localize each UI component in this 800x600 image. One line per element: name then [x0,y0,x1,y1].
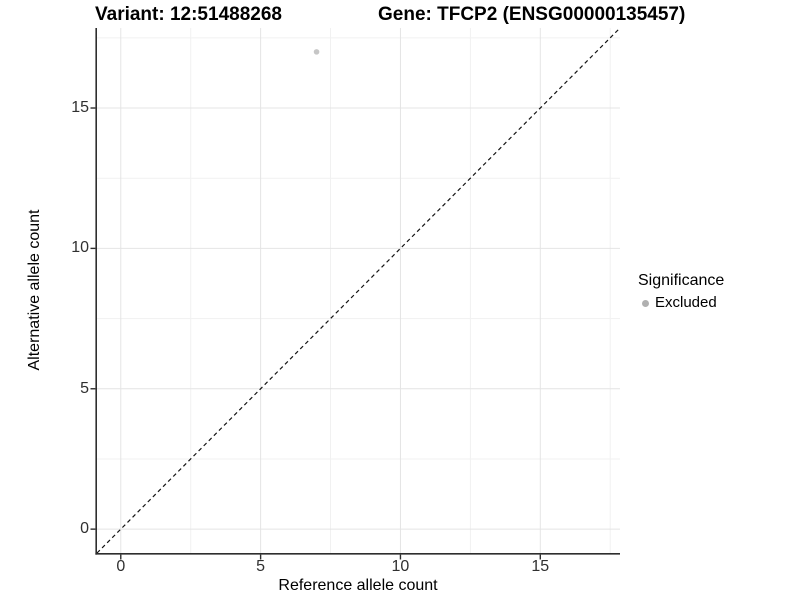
legend-item-label: Excluded [655,294,717,311]
x-axis-title: Reference allele count [278,577,438,594]
legend-title: Significance [638,272,725,289]
y-tick-label: 0 [80,520,89,538]
x-tick-label: 0 [116,558,126,575]
y-tick-label: 5 [80,379,89,397]
identity-reference-line [96,27,621,554]
x-tick-label: 10 [391,558,410,575]
legend: Significance Excluded [638,271,724,312]
legend-item-excluded: Excluded [638,294,724,312]
x-tick-label: 15 [531,558,550,575]
data-point-excluded [313,49,320,55]
variant-title: Variant: 12:51488268 [95,4,282,25]
excluded-point-icon [642,299,649,307]
y-tick-label: 15 [71,99,89,116]
y-tick-label: 10 [71,239,89,257]
gene-title: Gene: TFCP2 (ENSG00000135457) [378,4,686,25]
x-tick-label: 5 [256,558,266,575]
